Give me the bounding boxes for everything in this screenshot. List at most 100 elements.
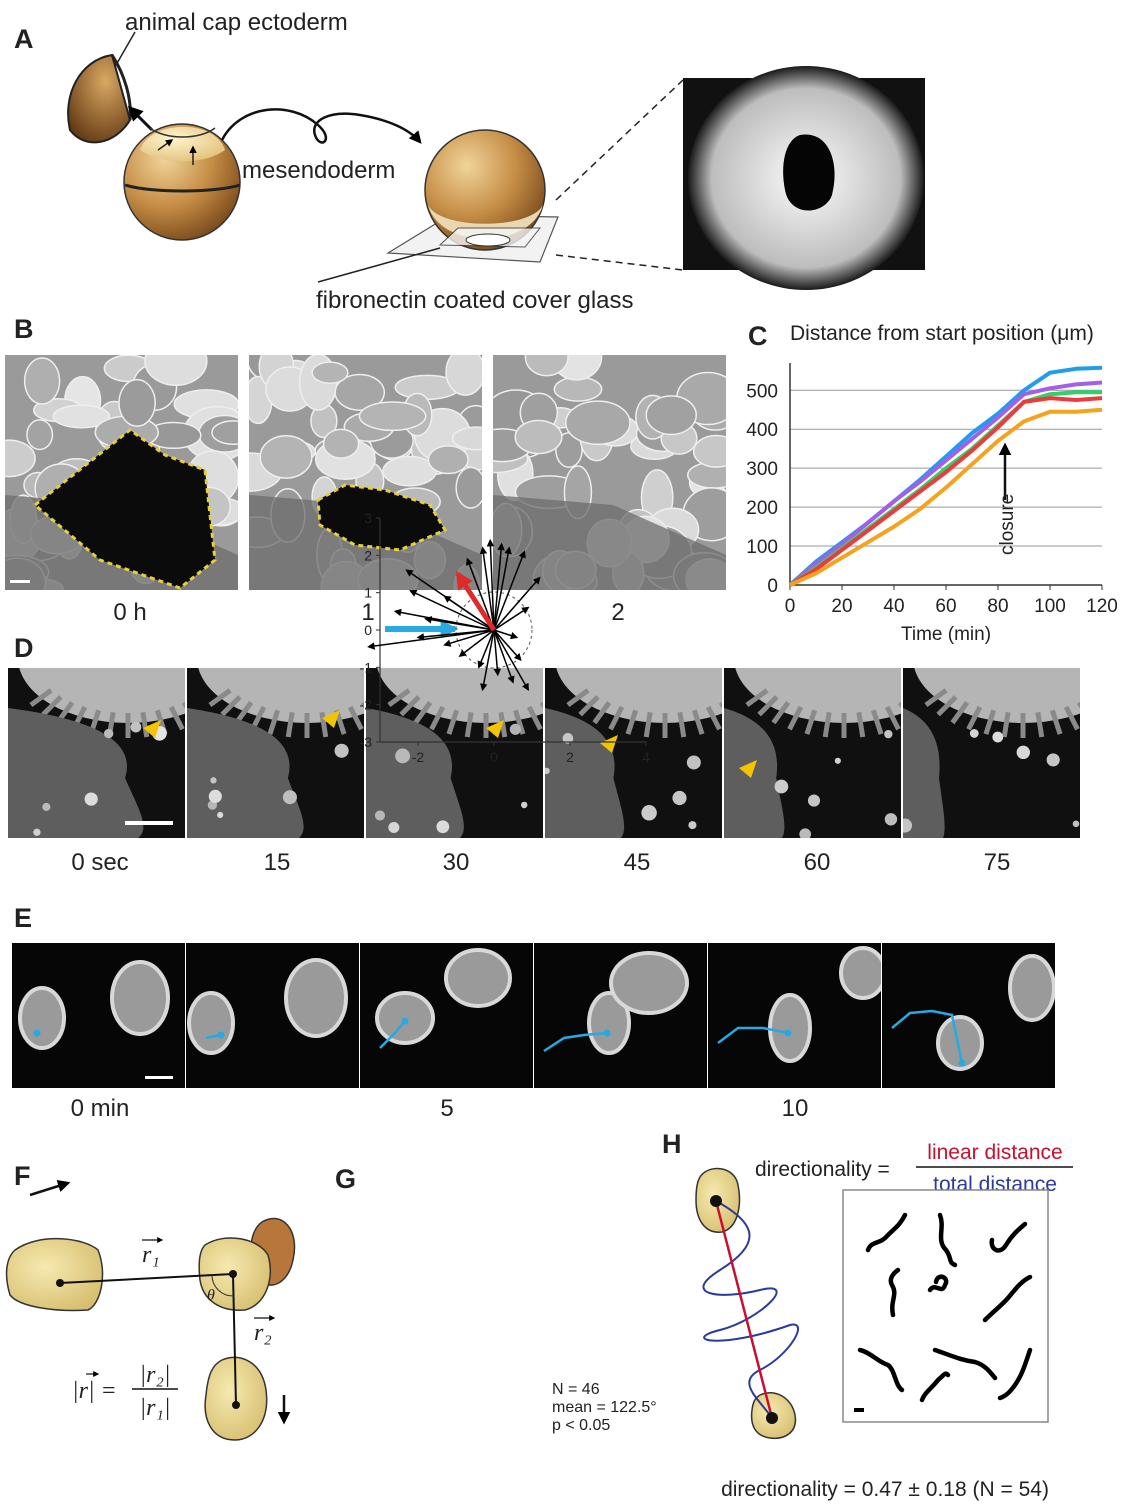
explant-hole <box>783 135 835 211</box>
time-label: 15 <box>264 849 291 876</box>
x-tick-label: 100 <box>1034 596 1066 617</box>
cell <box>7 1239 103 1311</box>
panel-h: directionality = linear distance total d… <box>696 1141 1073 1501</box>
y-tick-label: 0 <box>767 576 778 597</box>
vesicle <box>688 821 696 829</box>
x-tick-label: -2 <box>412 749 425 765</box>
linear-path <box>716 1201 772 1418</box>
micrograph <box>708 943 885 1088</box>
filopodium <box>1079 702 1094 722</box>
panel-label: C <box>748 321 768 351</box>
cell-blob <box>428 446 468 474</box>
cell-blob <box>324 429 359 458</box>
directionality-result: directionality = 0.47 ± 0.18 (N = 54) <box>721 1478 1049 1501</box>
y-tick-label: 100 <box>746 537 778 558</box>
time-label: 5 <box>440 1095 453 1122</box>
start-point <box>710 1195 722 1207</box>
y-tick-label: 3 <box>364 510 372 526</box>
cell-blob <box>312 362 348 383</box>
track-end <box>402 1018 409 1025</box>
panel-label: D <box>14 633 34 663</box>
micrograph <box>460 334 741 608</box>
scale-bar <box>854 1408 864 1412</box>
time-label: 45 <box>624 849 651 876</box>
cell-blob <box>359 402 425 430</box>
cell-blob <box>145 337 207 386</box>
vesicle <box>85 792 98 805</box>
cell-blob <box>515 420 562 453</box>
panel-f: r₁ r₂ θ |r| = |r₂| |r₁| <box>7 1183 295 1440</box>
vesicle <box>395 749 410 764</box>
cap-label: animal cap ectoderm <box>125 9 348 36</box>
y-tick-label: 500 <box>746 381 778 402</box>
vesicle <box>104 729 113 738</box>
cell-blob <box>119 380 155 426</box>
time-label: 2 <box>611 599 624 626</box>
vesicle <box>521 802 527 808</box>
vesicle <box>687 756 701 770</box>
panel-c: Distance from start position (μm) Time (… <box>746 322 1118 645</box>
time-label: 60 <box>804 849 831 876</box>
series-line <box>790 410 1102 585</box>
time-label: 0 h <box>113 599 146 626</box>
centroid <box>232 1401 240 1409</box>
vesicle <box>970 729 979 738</box>
zoom-line <box>556 255 683 270</box>
ratio-lhs: |r| = <box>72 1378 117 1404</box>
panel-label: H <box>662 1129 682 1159</box>
x-tick-label: 120 <box>1086 596 1118 617</box>
vesicle <box>33 829 40 836</box>
glass-label: fibronectin coated cover glass <box>316 287 634 314</box>
vesicle <box>992 732 1003 743</box>
formula-lhs: directionality = <box>755 1158 890 1181</box>
panel-label: B <box>14 314 34 344</box>
total-path <box>703 1201 798 1418</box>
cell-blob <box>566 401 630 444</box>
series-line <box>790 398 1102 585</box>
nucleus <box>841 948 885 998</box>
arrow <box>130 108 152 130</box>
nucleus <box>770 995 810 1061</box>
vesicle <box>1073 820 1080 827</box>
panel-label: A <box>14 24 34 54</box>
r1-label: r₁ <box>142 1242 160 1268</box>
arrow <box>30 1183 68 1195</box>
track-end <box>959 1060 966 1067</box>
nucleus <box>20 988 64 1048</box>
end-point <box>766 1412 778 1424</box>
centroid <box>229 1270 237 1278</box>
vesicle <box>375 810 385 820</box>
nucleus <box>1010 956 1054 1020</box>
stat-annotation: p < 0.05 <box>552 1417 610 1434</box>
y-tick-label: 200 <box>746 498 778 519</box>
vesicle <box>641 805 656 820</box>
filopodium <box>1090 697 1108 715</box>
micrograph <box>534 943 707 1088</box>
ratio-numerator: |r₂| <box>140 1362 171 1388</box>
nucleus <box>446 950 510 1006</box>
cell-blob <box>25 358 60 404</box>
vesicle <box>436 820 449 833</box>
formula-numerator: linear distance <box>927 1141 1062 1164</box>
leader-line <box>318 248 440 282</box>
cell-blob <box>27 420 53 450</box>
track-end <box>785 1030 792 1037</box>
figure: A B C D E F G H animal cap ectoderm mese… <box>0 0 1148 1505</box>
track-end <box>34 1030 41 1037</box>
panel-label: G <box>335 1164 356 1194</box>
cell-blob <box>456 467 485 508</box>
cell-blob <box>646 396 696 435</box>
time-label: 0 sec <box>71 849 128 876</box>
x-tick-label: 40 <box>883 596 904 617</box>
panel-e: 0 min 5 10 <box>12 943 1055 1122</box>
mesendoderm-label: mesendoderm <box>242 157 395 184</box>
x-tick-label: 80 <box>987 596 1008 617</box>
x-tick-label: 2 <box>566 749 574 765</box>
scale-bar <box>10 580 30 583</box>
micrograph <box>218 334 500 613</box>
time-label: 0 min <box>71 1095 130 1122</box>
vesicle <box>808 795 820 807</box>
y-tick-label: 0 <box>364 622 372 638</box>
panel-label: F <box>14 1161 31 1191</box>
scale-bar <box>145 1076 173 1079</box>
